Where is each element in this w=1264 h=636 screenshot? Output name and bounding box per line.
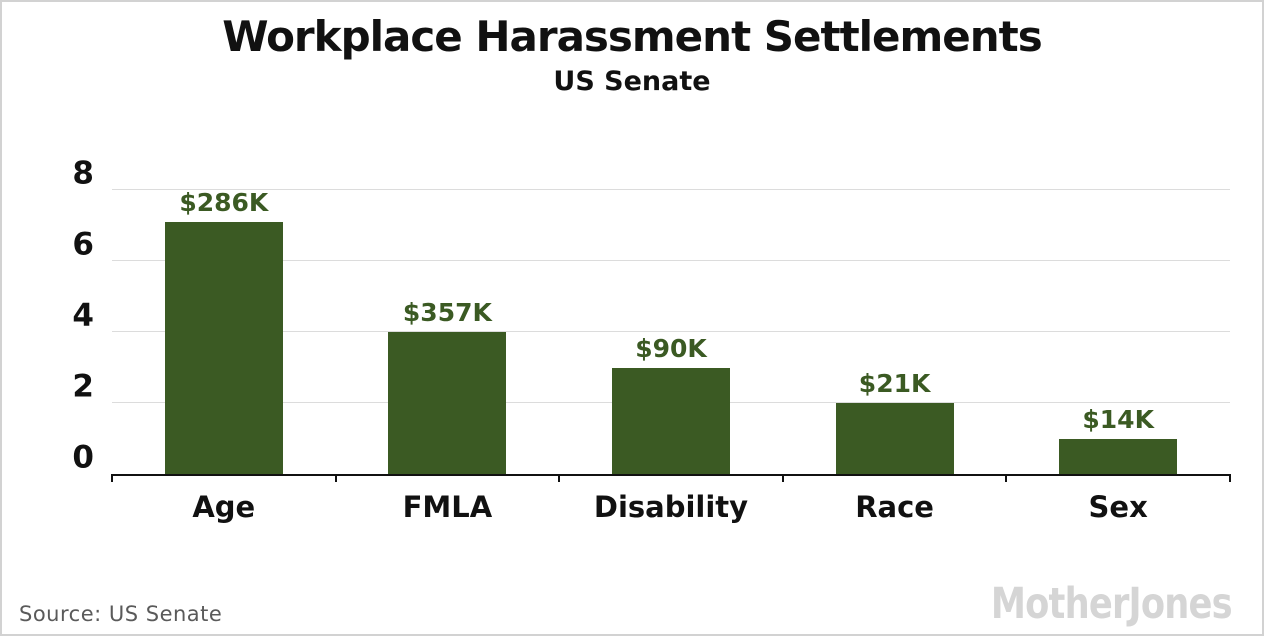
x-axis-tick [781, 474, 784, 482]
x-category-label-disability: Disability [593, 490, 749, 524]
y-tick-label-2: 2 [72, 368, 94, 405]
bar-value-label-age: $286K [179, 188, 269, 217]
x-axis-tick [558, 474, 561, 482]
plot-area: $286K $357K $90K $21K $14K 0 2 4 6 8 [72, 158, 1231, 482]
x-category-label-race: Race [855, 490, 934, 524]
bar-fmla [388, 332, 507, 474]
y-tick-label-8: 8 [72, 155, 94, 192]
bar-value-label-disability: $90K [635, 333, 707, 363]
chart-subtitle: US Senate [553, 66, 711, 97]
x-category-label-sex: Sex [1088, 490, 1148, 524]
bar-slot-race: $21K [783, 190, 1007, 474]
bar-value-label-sex: $14K [1082, 404, 1154, 434]
x-axis-tick [334, 474, 337, 482]
bar-slot-sex: $14K [1006, 190, 1230, 474]
x-category-label-age: Age [192, 490, 256, 524]
bar-age [164, 222, 283, 474]
source-caption: Source: US Senate [19, 602, 223, 626]
gridline-8 [112, 189, 1230, 190]
bar-race [835, 403, 954, 474]
chart-title: Workplace Harassment Settlements [222, 12, 1043, 61]
x-axis-labels: Age FMLA Disability Race Sex [112, 490, 1230, 524]
y-tick-label-6: 6 [72, 226, 94, 263]
y-tick-label-0: 0 [72, 439, 94, 476]
bar-sex [1059, 438, 1178, 474]
bar-slot-disability: $90K [559, 190, 783, 474]
y-tick-label-4: 4 [72, 297, 94, 334]
bar-value-label-race: $21K [858, 369, 931, 398]
x-axis-tick [111, 474, 113, 482]
bar-slot-fmla: $357K [336, 190, 560, 474]
x-category-label-fmla: FMLA [402, 490, 493, 524]
gridline-4 [112, 331, 1230, 332]
x-axis-tick [1229, 474, 1231, 482]
bar-slot-age: $286K [112, 190, 336, 474]
bar-value-label-fmla: $357K [402, 298, 492, 327]
x-axis-tick [1005, 474, 1008, 482]
bar-group: $286K $357K $90K $21K $14K [112, 190, 1230, 474]
x-axis-line [112, 474, 1230, 476]
gridline-6 [112, 260, 1230, 261]
bar-disability [611, 367, 730, 474]
motherjones-logo: MotherJones [991, 579, 1233, 629]
